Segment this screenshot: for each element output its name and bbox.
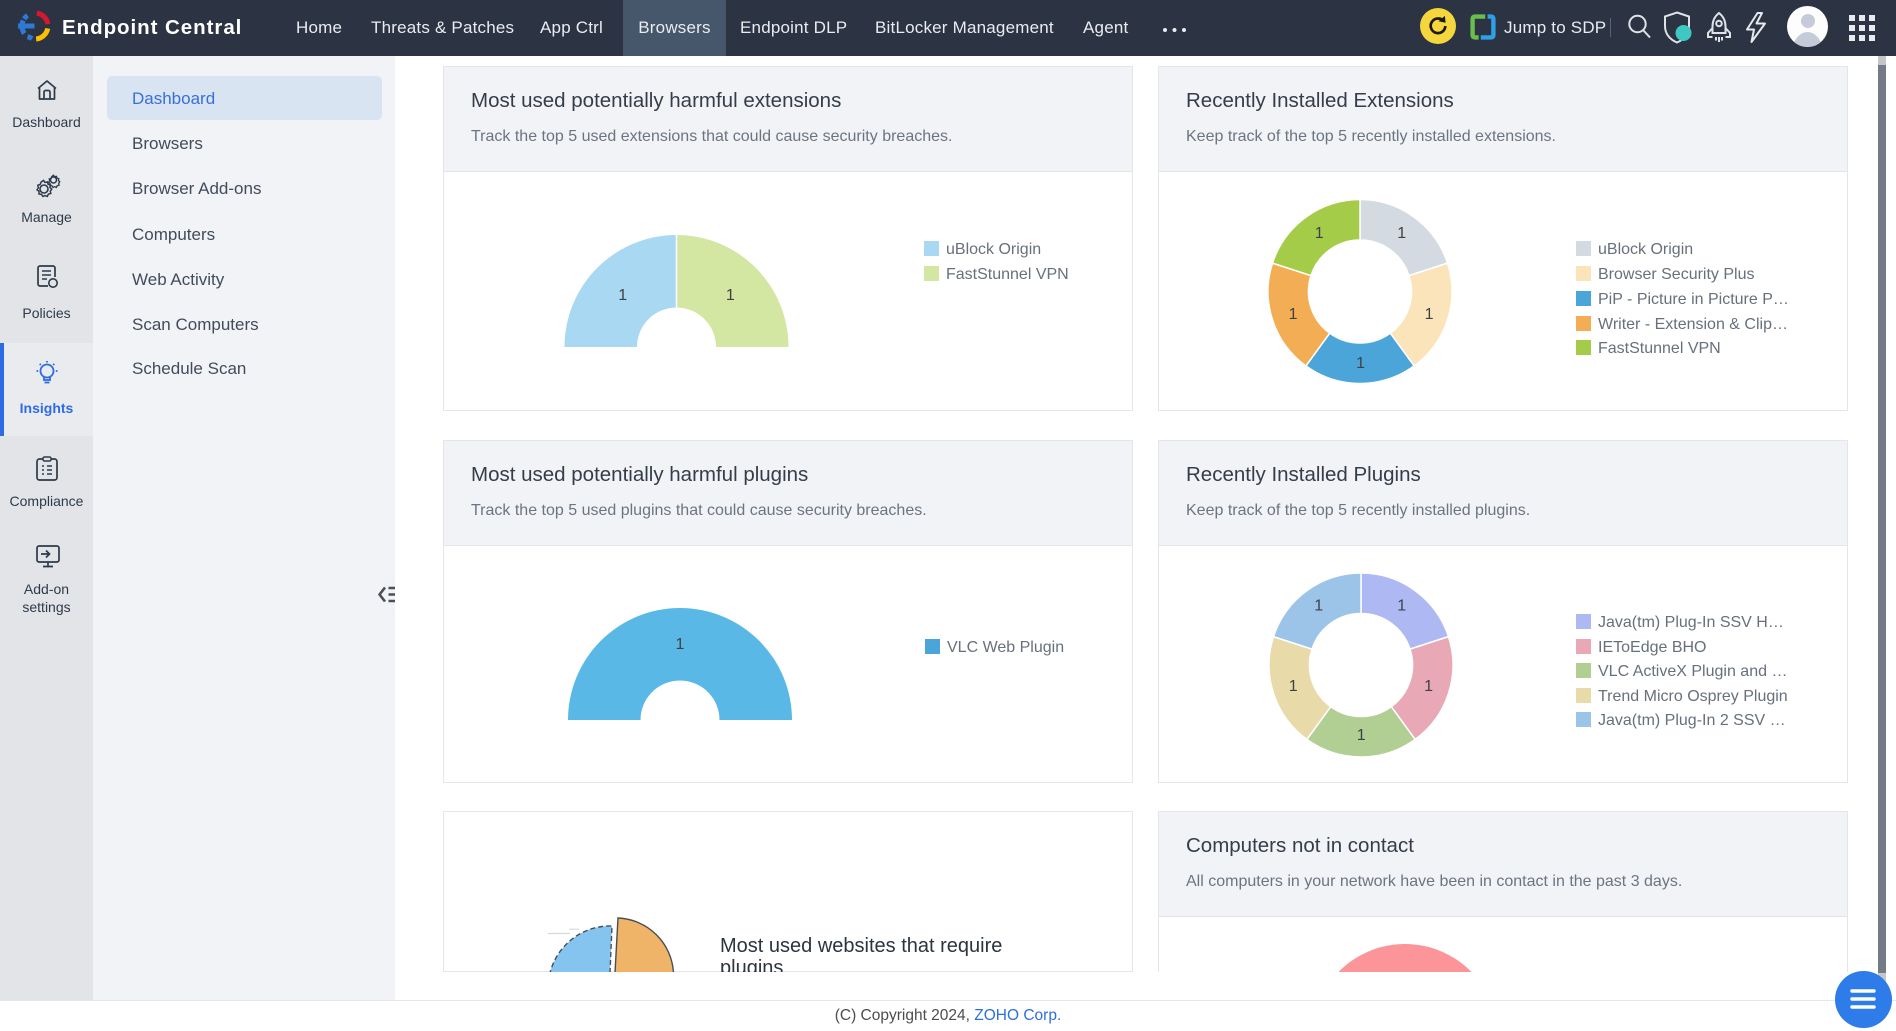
svg-text:1: 1 xyxy=(1424,678,1433,695)
svg-text:1: 1 xyxy=(1314,597,1323,614)
svg-text:1: 1 xyxy=(1397,225,1406,242)
svg-text:1: 1 xyxy=(1289,678,1298,695)
svg-text:1: 1 xyxy=(676,636,685,653)
svg-text:1: 1 xyxy=(1289,306,1298,323)
svg-text:1: 1 xyxy=(1425,306,1434,323)
svg-text:1: 1 xyxy=(1315,225,1324,242)
svg-text:1: 1 xyxy=(726,287,735,304)
svg-text:1: 1 xyxy=(1357,727,1366,744)
svg-text:1: 1 xyxy=(1356,355,1365,372)
svg-text:1: 1 xyxy=(1397,597,1406,614)
svg-text:1: 1 xyxy=(618,287,627,304)
